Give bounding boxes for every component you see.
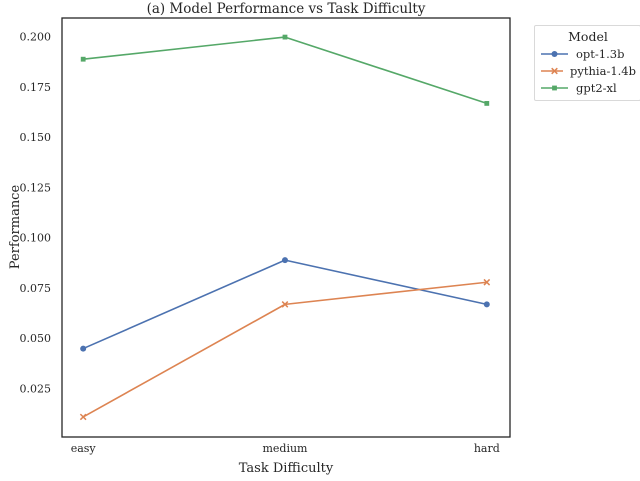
legend-entry: pythia-1.4b: [540, 62, 636, 79]
series-pythia-1.4b: [79, 278, 491, 421]
y-tick-label: 0.075: [20, 282, 52, 295]
x-tick-label: hard: [474, 442, 500, 455]
y-tick-label: 0.050: [20, 332, 52, 345]
marker-x-icon: [79, 413, 87, 421]
y-tick-label: 0.200: [20, 31, 52, 44]
y-tick-label: 0.025: [20, 382, 52, 395]
legend: Model opt-1.3b pythia-1.4b gpt2-xl: [534, 25, 640, 101]
marker-x-icon: [483, 278, 491, 286]
series-line: [82, 281, 487, 418]
marker-circle-icon: [551, 50, 558, 57]
marker-square-icon: [552, 85, 557, 90]
x-tick-label: medium: [262, 442, 308, 455]
marker-circle-icon: [281, 257, 288, 264]
x-axis-label: Task Difficulty: [238, 461, 334, 476]
y-tick-label: 0.150: [20, 131, 52, 144]
chart-title: (a) Model Performance vs Task Difficulty: [146, 1, 426, 17]
legend-label: gpt2-xl: [576, 80, 617, 95]
marker-square-icon: [484, 101, 490, 106]
legend-label: pythia-1.4b: [570, 63, 636, 78]
marker-square-icon: [282, 34, 288, 40]
legend-entries: opt-1.3b pythia-1.4b gpt2-xl: [540, 45, 636, 96]
y-tick-label: 0.125: [20, 181, 52, 194]
y-axis-label: Performance: [8, 184, 23, 270]
legend-swatch-square-icon: [541, 85, 568, 90]
legend-swatch-x-icon: [541, 67, 564, 74]
x-tick-label: easy: [71, 442, 97, 455]
series-gpt2-xl: [80, 34, 490, 106]
legend-label: opt-1.3b: [576, 46, 625, 61]
marker-circle-icon: [483, 301, 490, 308]
axes-box: [61, 17, 511, 438]
y-tick-label: 0.175: [20, 81, 52, 94]
marker-square-icon: [80, 56, 86, 62]
y-tick-label: 0.100: [20, 232, 52, 245]
legend-entry: gpt2-xl: [540, 79, 636, 96]
legend-swatch-circle-icon: [541, 50, 568, 57]
series-line: [83, 36, 488, 105]
marker-x-icon: [281, 301, 289, 308]
marker-circle-icon: [80, 345, 87, 352]
legend-entry: opt-1.3b: [540, 45, 636, 62]
marker-x-icon: [551, 67, 558, 74]
legend-title: Model: [568, 29, 608, 44]
